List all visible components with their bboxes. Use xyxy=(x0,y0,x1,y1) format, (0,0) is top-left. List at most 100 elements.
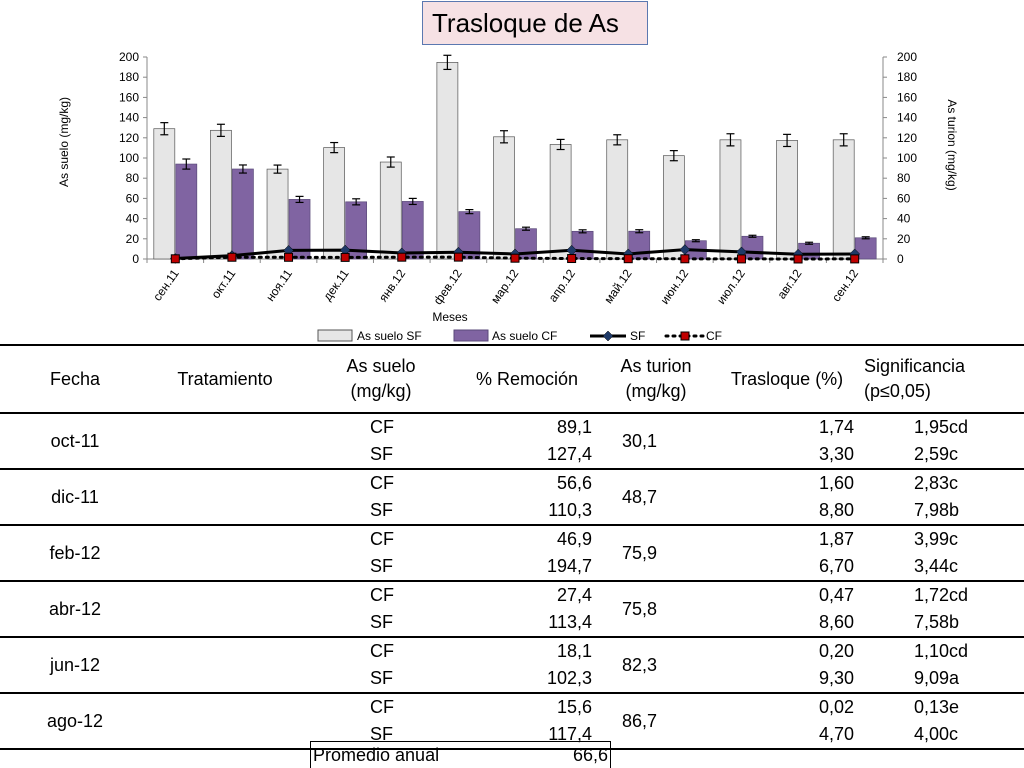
cell-as-turion: 3,30 xyxy=(818,444,854,464)
legend-swatch-as-suelo-sf xyxy=(317,329,353,342)
bar-as-suelo-sf xyxy=(549,144,572,260)
x-tick-label: июн.12 xyxy=(657,266,691,306)
cell-trasloque-significancia: 2,83c xyxy=(914,473,959,493)
marker-cf xyxy=(340,252,350,262)
marker-cf xyxy=(623,254,633,264)
cell-as-suelo: 110,3 xyxy=(548,500,592,520)
y-tick-label-left: 100 xyxy=(119,151,139,165)
cell-remocion: 48,7 xyxy=(622,486,658,507)
y-tick-label-right: 120 xyxy=(897,131,917,145)
bar-as-suelo-sf xyxy=(493,136,515,260)
y-axis-left-title: As suelo (mg/kg) xyxy=(57,97,71,187)
y-tick-label-left: 40 xyxy=(126,212,140,226)
table-row: SF 102,3 9,30 9,09a xyxy=(0,665,1024,693)
bar-as-suelo-sf xyxy=(379,161,402,260)
cell-fecha: feb-12 xyxy=(49,542,101,563)
y-tick-label-right: 40 xyxy=(897,212,911,226)
cell-as-turion: 1,60 xyxy=(818,473,854,493)
table-row: SF 117,4 4,70 4,00c xyxy=(0,721,1024,749)
header-as-turion: As turion (mg/kg) xyxy=(620,356,692,401)
marker-cf xyxy=(680,254,690,264)
y-tick-label-right: 0 xyxy=(897,252,904,266)
table-header-row: Fecha Tratamiento As suelo (mg/kg) % Remo… xyxy=(0,345,1024,413)
cell-trasloque-significancia: 2,59c xyxy=(914,444,959,464)
table-row: oct-11 CF 89,1 30,1 1,74 1,95cd xyxy=(0,413,1024,451)
cell-as-suelo: 27,4 xyxy=(556,585,592,605)
table-row: feb-12 CF 46,9 75,9 1,87 3,99c xyxy=(0,525,1024,563)
bar-as-suelo-sf xyxy=(719,139,742,260)
x-tick-label: янв.12 xyxy=(376,266,408,304)
cell-as-suelo: 18,1 xyxy=(556,641,592,661)
bar-as-suelo-sf xyxy=(776,140,798,260)
table-row: SF 194,7 6,70 3,44c xyxy=(0,553,1024,581)
x-tick-label: май.12 xyxy=(601,266,635,306)
y-tick-label-left: 20 xyxy=(126,232,140,246)
cell-as-turion: 0,02 xyxy=(818,697,854,717)
y-tick-label-right: 160 xyxy=(897,90,917,104)
cell-as-turion: 1,74 xyxy=(818,417,854,437)
cell-tratamiento: CF xyxy=(370,697,394,717)
cell-remocion: 75,9 xyxy=(622,542,658,563)
x-tick-label: сен.12 xyxy=(829,266,861,304)
y-axis-right-title: As turion (mg/kg) xyxy=(945,99,959,190)
marker-cf xyxy=(510,253,520,263)
bar-as-suelo-cf xyxy=(401,201,424,260)
y-tick-label-left: 60 xyxy=(126,191,140,205)
y-tick-label-right: 200 xyxy=(897,50,917,64)
cell-fecha: abr-12 xyxy=(48,598,102,619)
cell-tratamiento: CF xyxy=(370,529,394,549)
cell-remocion: 75,8 xyxy=(622,598,658,619)
cell-remocion: 86,7 xyxy=(622,710,658,731)
bar-as-suelo-sf xyxy=(832,139,855,260)
legend-marker-cf xyxy=(680,331,690,341)
y-tick-label-right: 100 xyxy=(897,151,917,165)
cell-as-turion: 6,70 xyxy=(818,556,854,576)
marker-cf xyxy=(284,252,294,262)
legend-label-as-suelo-cf: As suelo CF xyxy=(492,329,557,343)
cell-as-suelo: 117,4 xyxy=(548,724,592,744)
table-row: jun-12 CF 18,1 82,3 0,20 1,10cd xyxy=(0,637,1024,675)
y-tick-label-right: 140 xyxy=(897,111,917,125)
annual-average-label: Promedio anual xyxy=(313,745,440,765)
annual-average-value: 66,6 xyxy=(572,745,608,765)
legend-marker-sf xyxy=(602,330,614,342)
cell-tratamiento: CF xyxy=(370,585,394,605)
bar-as-suelo-sf xyxy=(436,62,459,260)
table-row: ago-12 CF 15,6 86,7 0,02 0,13e xyxy=(0,693,1024,731)
chart-lines xyxy=(169,244,861,264)
header-significancia: Significancia (p≤0,05) xyxy=(864,356,966,401)
results-table-container: Fecha Tratamiento As suelo (mg/kg) % Remo… xyxy=(0,344,1024,768)
cell-tratamiento: CF xyxy=(370,641,394,661)
x-tick-label: окт.11 xyxy=(209,266,239,301)
y-tick-label-left: 200 xyxy=(119,50,139,64)
cell-trasloque-significancia: 1,72cd xyxy=(914,585,969,605)
x-tick-label: мар.12 xyxy=(488,266,522,306)
x-tick-label: фев.12 xyxy=(431,266,465,307)
bar-as-suelo-sf xyxy=(662,155,685,260)
cell-tratamiento: SF xyxy=(370,668,394,688)
header-trasloque: Trasloque (%) xyxy=(730,368,844,389)
cell-trasloque-significancia: 1,95cd xyxy=(914,417,969,437)
marker-cf xyxy=(736,254,746,264)
chart-bars xyxy=(153,54,877,260)
y-tick-label-right: 60 xyxy=(897,191,911,205)
bar-as-suelo-sf xyxy=(323,147,346,260)
x-tick-label: дек.11 xyxy=(320,266,352,303)
cell-trasloque-significancia: 4,00c xyxy=(914,724,959,744)
bar-as-suelo-cf xyxy=(232,168,254,260)
y-tick-label-left: 160 xyxy=(119,90,139,104)
chart-axes xyxy=(143,56,887,263)
cell-tratamiento: SF xyxy=(370,612,394,632)
cell-as-suelo: 102,3 xyxy=(546,668,592,688)
chart-legend: As suelo SF As suelo CF SF CF xyxy=(317,329,722,343)
cell-tratamiento: SF xyxy=(370,724,394,744)
cell-as-suelo: 89,1 xyxy=(556,417,592,437)
header-remocion: % Remoción xyxy=(475,368,579,389)
x-tick-label: июл.12 xyxy=(714,266,748,306)
y-tick-label-left: 180 xyxy=(119,70,139,84)
marker-cf xyxy=(793,254,803,264)
cell-tratamiento: SF xyxy=(370,444,394,464)
legend-label-cf: CF xyxy=(706,329,722,343)
cell-as-turion: 0,20 xyxy=(818,641,854,661)
bar-as-suelo-sf xyxy=(210,129,232,260)
